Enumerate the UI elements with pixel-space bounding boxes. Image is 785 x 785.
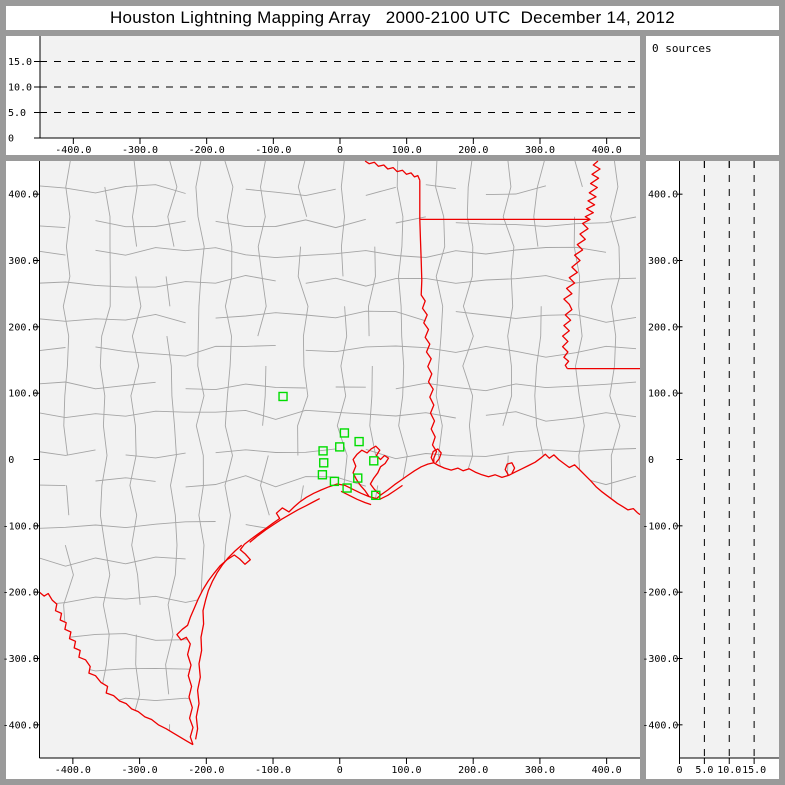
svg-text:0: 0: [8, 455, 14, 466]
svg-text:-400.0: -400.0: [642, 720, 678, 731]
altitude-vs-northsouth-panel: 0 5.0 10.0 15.0 400.0 300.0 200.0 100.0 0 -100.0 -…: [642, 161, 779, 779]
svg-text:-100.0: -100.0: [255, 145, 291, 156]
svg-text:300.0: 300.0: [525, 145, 555, 156]
svg-text:15.0: 15.0: [8, 57, 32, 68]
svg-text:300.0: 300.0: [648, 256, 678, 267]
svg-text:-400.0: -400.0: [3, 720, 39, 731]
svg-text:-300.0: -300.0: [122, 765, 158, 776]
svg-text:0: 0: [648, 455, 654, 466]
plan-view-map: 400.0 300.0 200.0 100.0 0 -100.0 -200.0 -300.0 -…: [3, 160, 641, 776]
svg-text:-100.0: -100.0: [255, 765, 291, 776]
altitude-vs-eastwest-plot: 0 5.0 10.0 15.0 -400.0 -300.0 -200.0 -100.0 0 100…: [8, 36, 640, 156]
plot-title: Houston Lightning Mapping Array 2000-210…: [109, 8, 676, 27]
svg-text:300.0: 300.0: [8, 256, 38, 267]
svg-text:-300.0: -300.0: [122, 145, 158, 156]
svg-text:10.0: 10.0: [8, 83, 32, 94]
svg-text:100.0: 100.0: [648, 389, 678, 400]
svg-text:0: 0: [337, 765, 343, 776]
svg-text:0: 0: [676, 765, 682, 776]
title-bar: Houston Lightning Mapping Array 2000-210…: [6, 6, 779, 30]
svg-text:5.0: 5.0: [8, 108, 26, 119]
svg-text:-200.0: -200.0: [3, 588, 39, 599]
lma-station-markers: [278, 391, 381, 501]
svg-text:100.0: 100.0: [392, 145, 422, 156]
svg-text:15.0: 15.0: [742, 765, 766, 776]
svg-text:-400.0: -400.0: [55, 765, 91, 776]
svg-text:0: 0: [8, 134, 14, 145]
svg-text:200.0: 200.0: [648, 322, 678, 333]
plan-view-map-panel: 400.0 300.0 200.0 100.0 0 -100.0 -200.0 -300.0 -…: [3, 160, 641, 779]
svg-text:100.0: 100.0: [8, 389, 38, 400]
svg-text:200.0: 200.0: [458, 765, 488, 776]
sources-count-label: 0 sources: [652, 42, 712, 55]
svg-text:5.0: 5.0: [695, 765, 713, 776]
altitude-vs-eastwest-panel: 0 5.0 10.0 15.0 -400.0 -300.0 -200.0 -100.0 0 100…: [6, 36, 640, 156]
svg-text:400.0: 400.0: [8, 190, 38, 201]
svg-text:0: 0: [337, 145, 343, 156]
svg-text:-300.0: -300.0: [3, 654, 39, 665]
svg-text:400.0: 400.0: [592, 765, 622, 776]
svg-text:-100.0: -100.0: [642, 521, 678, 532]
svg-text:-200.0: -200.0: [642, 588, 678, 599]
sources-count-panel: 0 sources: [646, 36, 779, 155]
svg-text:-200.0: -200.0: [189, 145, 225, 156]
svg-text:10.0: 10.0: [717, 765, 741, 776]
svg-text:-200.0: -200.0: [188, 765, 224, 776]
svg-text:100.0: 100.0: [391, 765, 421, 776]
svg-text:-300.0: -300.0: [642, 654, 678, 665]
svg-text:200.0: 200.0: [458, 145, 488, 156]
svg-text:-100.0: -100.0: [3, 521, 39, 532]
svg-text:-400.0: -400.0: [55, 145, 91, 156]
svg-text:200.0: 200.0: [8, 322, 38, 333]
svg-text:400.0: 400.0: [592, 145, 622, 156]
altitude-vs-northsouth-plot: 0 5.0 10.0 15.0 400.0 300.0 200.0 100.0 0 -100.0 -…: [642, 161, 779, 776]
svg-text:300.0: 300.0: [525, 765, 555, 776]
svg-text:400.0: 400.0: [648, 190, 678, 201]
